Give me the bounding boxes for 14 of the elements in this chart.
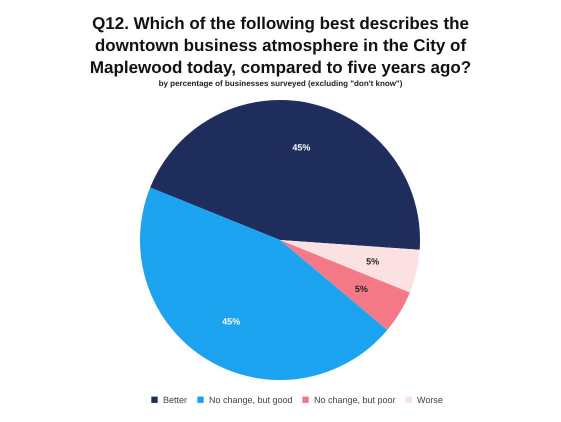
legend-label: Better bbox=[163, 394, 188, 405]
legend-label: No change, but poor bbox=[314, 394, 396, 405]
legend-label: No change, but good bbox=[209, 394, 293, 405]
pie-slice bbox=[280, 240, 420, 292]
chart-subtitle: by percentage of businesses surveyed (excluding "don't know") bbox=[158, 79, 403, 88]
pie-slice bbox=[140, 188, 388, 380]
data-label: 5% bbox=[354, 284, 368, 294]
pie-slice bbox=[280, 240, 410, 330]
data-label: 45% bbox=[292, 142, 310, 152]
pie-slice bbox=[150, 100, 420, 250]
data-label: 45% bbox=[222, 316, 240, 326]
data-label: 5% bbox=[366, 256, 380, 266]
chart-title: Q12. Which of the following best describes the downtown business atmosphere in the City of Maplewood today, compared to five years ago? bbox=[90, 14, 472, 77]
legend-label: Worse bbox=[417, 394, 443, 405]
